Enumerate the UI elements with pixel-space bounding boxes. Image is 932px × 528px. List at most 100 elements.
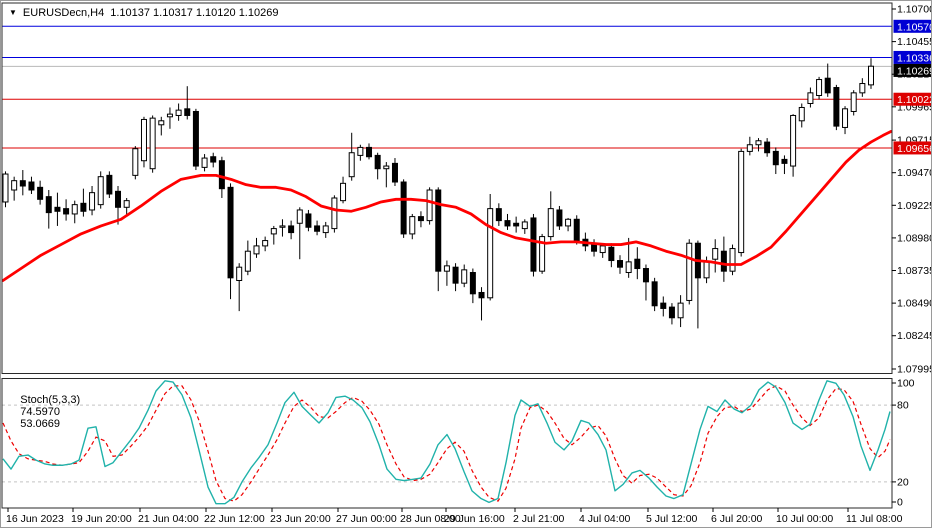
candle-body-bull <box>97 176 104 206</box>
candle-body-bull <box>270 228 277 235</box>
price-tick-label[interactable]: 1.07995 <box>897 364 932 376</box>
candle-body-bull <box>746 144 753 152</box>
candle-body-bear <box>115 190 122 208</box>
stochastic-main-line <box>2 380 891 505</box>
candle-body-bull <box>521 221 528 230</box>
candle-body-bear <box>210 156 217 163</box>
moving-average-line[interactable] <box>1 130 893 282</box>
stoch-tick-label[interactable]: 20 <box>897 476 909 488</box>
candle-body-bear <box>366 146 373 158</box>
ohlc-quote-label: 1.10137 1.10317 1.10120 1.10269 <box>110 7 279 19</box>
candle-body-bull <box>729 248 736 272</box>
candle-body-bear <box>781 158 788 164</box>
time-tick-label[interactable]: 2 Jul 21:00 <box>513 513 565 525</box>
candle-body-bear <box>288 225 295 234</box>
price-label-box-text[interactable]: 1.10269 <box>897 65 932 77</box>
stochastic-signal-line <box>2 385 891 502</box>
stochastic-name-label: Stoch(5,3,3) <box>20 394 81 406</box>
candle-body-bull <box>357 146 364 156</box>
candle-body-bear <box>495 208 502 222</box>
candle-body-bear <box>80 202 87 212</box>
price-tick-label[interactable]: 1.08735 <box>897 265 932 277</box>
stoch-tick-label[interactable]: 100 <box>897 378 915 390</box>
price-tick-label[interactable]: 1.08980 <box>897 232 932 244</box>
candle-body-bull <box>487 208 494 299</box>
candle-body-bear <box>634 258 641 270</box>
time-tick-label[interactable]: 22 Jun 12:00 <box>204 513 265 525</box>
time-tick-label[interactable]: 23 Jun 20:00 <box>270 513 331 525</box>
candle-body-bear <box>573 218 580 242</box>
candle-body-bull <box>244 250 251 272</box>
candle-body-bear <box>591 244 598 252</box>
candle-body-bear <box>764 141 771 154</box>
candle-body-bull <box>599 245 606 254</box>
candle-body-bear <box>218 160 225 190</box>
price-tick-label[interactable]: 1.08245 <box>897 330 932 342</box>
time-tick-label[interactable]: 28 Jun 08:00 <box>400 513 461 525</box>
candle-body-bear <box>374 154 381 170</box>
price-label-box <box>893 19 931 33</box>
candle-body-bear <box>478 291 485 299</box>
time-tick-label[interactable]: 27 Jun 00:00 <box>336 513 397 525</box>
candle-body-bull <box>296 209 303 224</box>
candle-body-bull <box>340 182 347 202</box>
price-tick-label[interactable]: 1.10455 <box>897 36 932 48</box>
candle-body-bull <box>842 108 849 128</box>
stochastic-k-value: 74.5970 <box>20 406 60 418</box>
candle-body-bear <box>54 206 61 212</box>
price-label-box-text[interactable]: 1.10336 <box>897 52 932 64</box>
candle-body-bear <box>400 181 407 235</box>
price-tick-label[interactable]: 1.09225 <box>897 200 932 212</box>
candle-body-bear <box>556 209 563 227</box>
candle-body-bull <box>71 204 78 215</box>
candle-body-bear <box>642 268 649 283</box>
time-tick-label[interactable]: 16 Jun 2023 <box>6 513 64 525</box>
price-label-box-text[interactable]: 1.10570 <box>897 21 932 33</box>
time-tick-label[interactable]: 10 Jul 00:00 <box>776 513 833 525</box>
price-tick-label[interactable]: 1.09470 <box>897 167 932 179</box>
candle-body-bull <box>175 109 182 116</box>
candle-body-bull <box>348 152 355 178</box>
price-tick-label[interactable]: 1.08490 <box>897 298 932 310</box>
chart-menu-arrow-icon[interactable]: ▼ <box>9 8 17 17</box>
time-tick-label[interactable]: 21 Jun 04:00 <box>138 513 199 525</box>
main-panel-border <box>1 2 893 374</box>
candle-body-bull <box>625 261 632 274</box>
candle-body-bear <box>106 174 113 195</box>
price-label-box-text[interactable]: 1.09656 <box>897 143 932 155</box>
candle-body-bull <box>677 302 684 319</box>
candle-body-bear <box>720 250 727 272</box>
candle-body-bear <box>833 87 840 127</box>
time-tick-label[interactable]: 4 Jul 04:00 <box>579 513 631 525</box>
candle-body-bear <box>305 213 312 228</box>
candle-body-bull <box>798 106 805 122</box>
price-label-box-text[interactable]: 1.10022 <box>897 94 932 106</box>
stochastic-panel-border <box>1 378 893 509</box>
time-tick-label[interactable]: 11 Jul 08:00 <box>846 513 903 525</box>
candle-body-bear <box>608 246 615 262</box>
candle-body-bull <box>262 240 269 247</box>
candle-body-bear <box>668 306 675 319</box>
candle-body-bull <box>2 173 9 203</box>
candle-body-bull <box>158 120 165 126</box>
time-tick-label[interactable]: 19 Jun 20:00 <box>71 513 132 525</box>
candle-body-bull <box>322 225 329 234</box>
candle-body-bear <box>314 225 321 232</box>
time-tick-label[interactable]: 5 Jul 12:00 <box>646 513 698 525</box>
candle-body-bear <box>617 260 624 268</box>
candle-body-bear <box>469 272 476 295</box>
stoch-tick-label[interactable]: 0 <box>897 497 903 509</box>
candle-body-bull <box>149 117 156 170</box>
candle-body-bull <box>123 200 130 208</box>
price-tick-label[interactable]: 1.10700 <box>897 4 932 16</box>
candle-body-bull <box>547 208 554 238</box>
time-tick-label[interactable]: 29 Jun 16:00 <box>444 513 505 525</box>
time-tick-label[interactable]: 6 Jul 20:00 <box>711 513 763 525</box>
symbol-period-label: EURUSDecn,H4 <box>22 7 105 19</box>
candle-body-bull <box>236 266 243 281</box>
stoch-tick-label[interactable]: 80 <box>897 400 909 412</box>
candle-body-bear <box>504 220 511 227</box>
